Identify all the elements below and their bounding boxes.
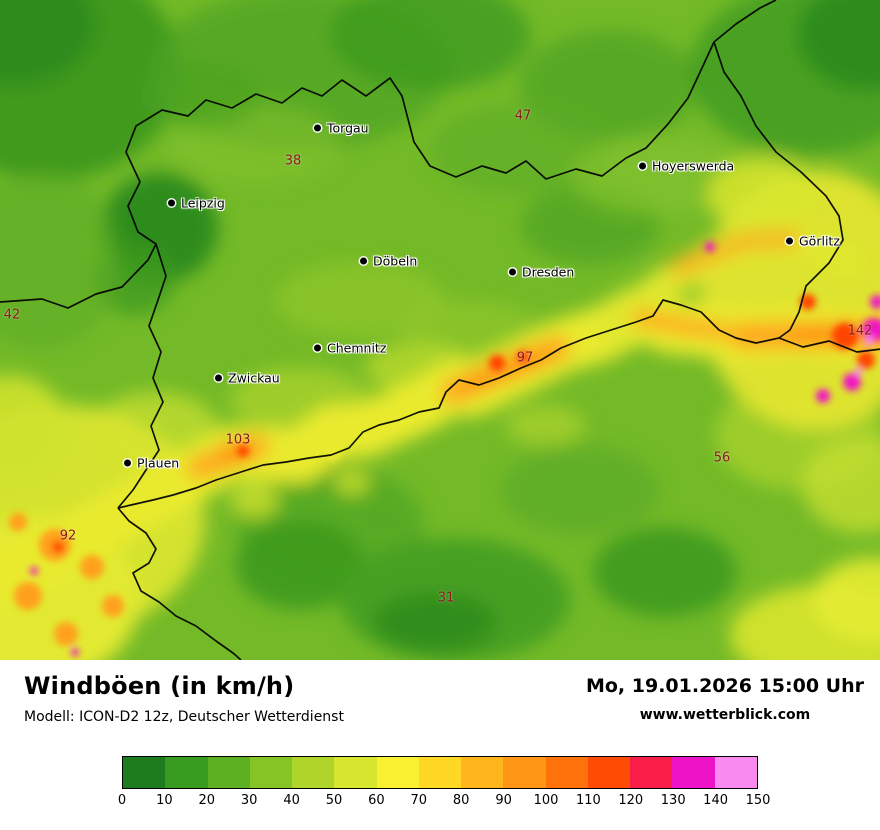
city-marker: Hoyerswerda — [639, 159, 734, 174]
legend-color-cell — [334, 757, 377, 788]
city-dot-icon — [314, 344, 321, 352]
legend-tick-label: 90 — [495, 793, 512, 808]
legend-tick-label: 20 — [198, 793, 216, 808]
legend-tick-label: 100 — [533, 793, 559, 808]
legend-color-cell — [714, 757, 757, 788]
wind-value-label: 56 — [713, 450, 731, 466]
city-dot-icon — [509, 268, 516, 276]
city-label: Leipzig — [181, 195, 225, 211]
wind-field-detail — [9, 242, 880, 656]
city-label: Dresden — [522, 264, 575, 280]
city-dot-icon — [124, 459, 131, 467]
city-label: Zwickau — [228, 370, 280, 386]
wind-value-label: 42 — [3, 307, 21, 323]
city-layer: Torgau Leipzig Hoyerswerda Döbeln Dresden Gör… — [124, 121, 840, 471]
legend-colorbar — [122, 756, 758, 789]
city-dot-icon — [360, 257, 367, 265]
footer-right: Mo, 19.01.2026 15:00 Uhr www.wetterblick… — [586, 675, 864, 723]
legend-tick-label: 10 — [156, 793, 173, 808]
city-label: Hoyerswerda — [652, 158, 735, 174]
legend-tick-label: 30 — [240, 793, 258, 808]
city-dot-icon — [215, 374, 222, 382]
legend-color-cell — [123, 757, 166, 788]
legend-tick-label: 120 — [618, 793, 644, 808]
city-marker: Chemnitz — [314, 341, 386, 356]
legend-color-cell — [165, 757, 208, 788]
city-label: Döbeln — [373, 253, 418, 269]
legend-tick-label: 110 — [575, 793, 601, 808]
city-dot-icon — [314, 124, 321, 132]
legend-color-cell — [418, 757, 462, 788]
wind-field-smooth — [0, 0, 880, 660]
wind-value-label: 97 — [516, 350, 534, 366]
wind-value-label: 38 — [284, 153, 302, 169]
legend-color-cell — [545, 757, 588, 788]
city-marker: Plauen — [124, 456, 179, 471]
legend-tick-row: 0 10 20 30 40 50 60 70 80 90 100 110 120 130 140 150 — [118, 793, 771, 811]
legend-color-cell — [630, 757, 673, 788]
city-dot-icon — [639, 162, 646, 170]
legend-tick-label: 70 — [410, 793, 428, 808]
wind-value-label: 103 — [225, 432, 251, 448]
city-marker: Dresden — [509, 265, 574, 280]
wind-value-label: 47 — [514, 108, 532, 124]
city-label: Plauen — [137, 455, 180, 471]
legend: 0 10 20 30 40 50 60 70 80 90 100 110 120 130 140 150 — [118, 756, 771, 811]
city-label: Görlitz — [799, 233, 840, 249]
legend-tick-label: 50 — [325, 793, 343, 808]
city-marker: Torgau — [314, 121, 369, 136]
legend-color-cell — [249, 757, 293, 788]
datetime-label: Mo, 19.01.2026 15:00 Uhr — [585, 675, 864, 697]
legend-tick-label: 0 — [117, 793, 127, 808]
legend-tick-label: 40 — [283, 793, 300, 808]
legend-tick-label: 80 — [452, 793, 470, 808]
legend-tick-label: 140 — [703, 793, 729, 808]
legend-tick-label: 130 — [660, 793, 686, 808]
legend-color-cell — [292, 757, 335, 788]
wind-value-label: 31 — [437, 590, 455, 606]
city-marker: Döbeln — [360, 254, 417, 269]
website-label: www.wetterblick.com — [639, 707, 811, 723]
wind-field-canvas — [0, 0, 880, 660]
wind-value-layer: 47 38 42 97 142 103 56 92 31 — [3, 108, 873, 606]
city-marker: Leipzig — [168, 196, 225, 211]
city-dot-icon — [168, 199, 175, 207]
state-borders — [0, 0, 880, 660]
wind-gust-map: 47 38 42 97 142 103 56 92 31 Torgau Leipzig Hoyers… — [0, 0, 880, 660]
city-label: Torgau — [327, 120, 369, 136]
footer-left: Windböen (in km/h) Modell: ICON-D2 12z, … — [24, 672, 344, 725]
wind-value-label: 92 — [59, 528, 77, 544]
model-info: Modell: ICON-D2 12z, Deutscher Wetterdie… — [24, 709, 344, 725]
legend-tick-label: 60 — [368, 793, 385, 808]
legend-color-cell — [503, 757, 546, 788]
legend-color-cell — [672, 757, 715, 788]
city-dot-icon — [786, 237, 793, 245]
legend-color-cell — [207, 757, 250, 788]
legend-color-cell — [461, 757, 504, 788]
city-marker: Zwickau — [215, 371, 280, 386]
wind-value-label: 142 — [847, 323, 873, 339]
legend-color-cell — [376, 757, 419, 788]
city-marker: Görlitz — [786, 234, 840, 249]
legend-color-cell — [587, 757, 631, 788]
legend-tick-label: 150 — [745, 793, 771, 808]
footer: Windböen (in km/h) Modell: ICON-D2 12z, … — [0, 660, 880, 830]
city-label: Chemnitz — [327, 340, 387, 356]
page-title: Windböen (in km/h) — [24, 672, 295, 700]
